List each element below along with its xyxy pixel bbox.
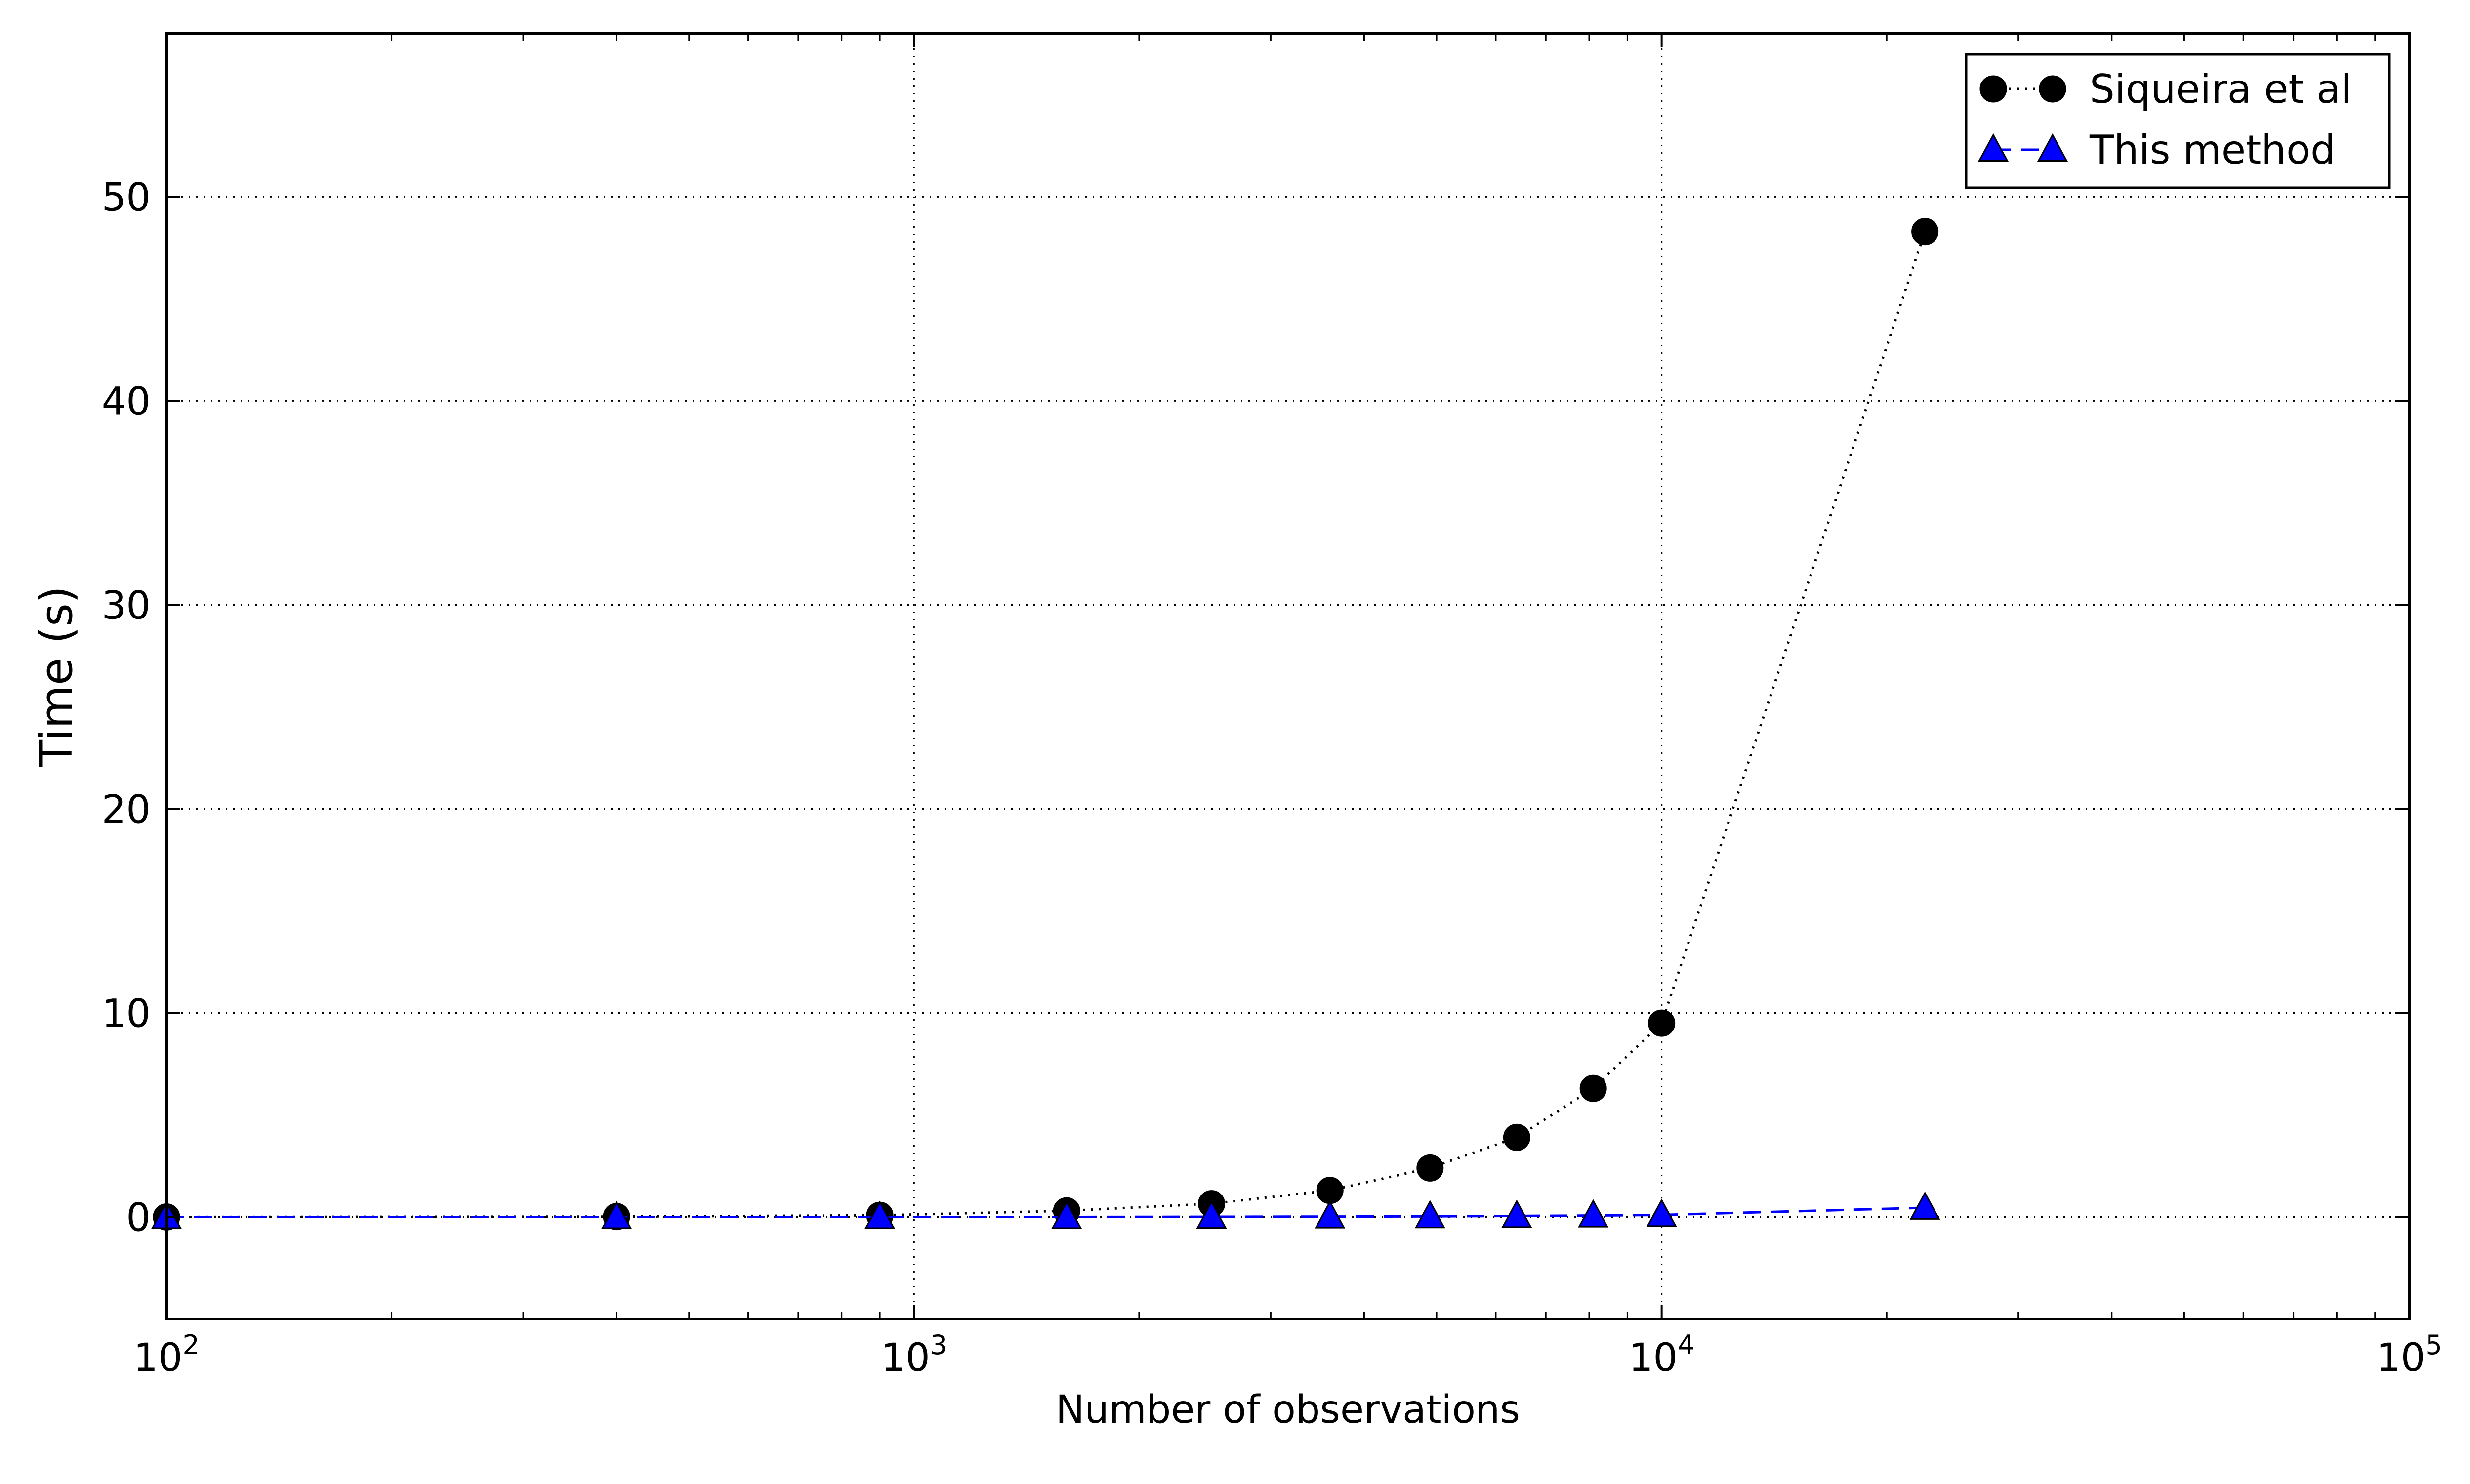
series-layer (151, 218, 1940, 1231)
data-point-triangle (1315, 1200, 1346, 1229)
y-tick-label: 30 (102, 583, 151, 628)
data-point-triangle (601, 1200, 632, 1229)
legend-entry: This method (1977, 127, 2336, 173)
data-point-triangle (1414, 1200, 1445, 1229)
data-point-circle (1911, 218, 1939, 246)
legend-marker (2039, 75, 2066, 103)
series-triangle (151, 1191, 1940, 1229)
legend-label: This method (2089, 127, 2336, 173)
data-point-triangle (1909, 1191, 1940, 1220)
data-point-triangle (864, 1200, 896, 1229)
legend-entry: Siqueira et al (1979, 66, 2352, 112)
data-point-triangle (1051, 1200, 1082, 1229)
x-axis-title: Number of observations (1056, 1388, 1520, 1432)
y-tick-label: 10 (102, 991, 151, 1036)
legend-box (1965, 53, 2391, 189)
x-tick-label: 104 (1629, 1329, 1695, 1380)
y-tick-label: 40 (102, 379, 151, 424)
legend-marker (1979, 75, 2007, 103)
data-point-triangle (1646, 1198, 1677, 1227)
legend-marker (1977, 133, 2009, 162)
data-point-triangle (1196, 1200, 1227, 1229)
axis-ticks: 0 10 20 30 40 50 102 103 104 105 (102, 34, 2442, 1380)
data-point-circle (1416, 1154, 1444, 1182)
legend-label: Siqueira et al (2090, 66, 2352, 112)
data-point-triangle (1501, 1199, 1532, 1228)
y-tick-label: 50 (102, 175, 151, 220)
data-point-circle (1503, 1123, 1530, 1151)
y-axis-title: Time (s) (31, 586, 82, 767)
data-point-circle (1648, 1009, 1676, 1037)
y-tick-label: 0 (126, 1195, 151, 1240)
x-tick-label: 103 (881, 1329, 947, 1380)
y-tick-label: 20 (102, 787, 151, 832)
data-point-circle (1579, 1074, 1607, 1102)
data-point-triangle (1578, 1199, 1609, 1228)
plot-frame (165, 32, 2411, 1320)
x-tick-label: 105 (2376, 1329, 2442, 1380)
legend-marker (2037, 133, 2068, 162)
x-tick-label: 102 (133, 1329, 200, 1380)
legend: Siqueira et al This method (1965, 53, 2391, 189)
data-point-circle (1316, 1177, 1344, 1204)
